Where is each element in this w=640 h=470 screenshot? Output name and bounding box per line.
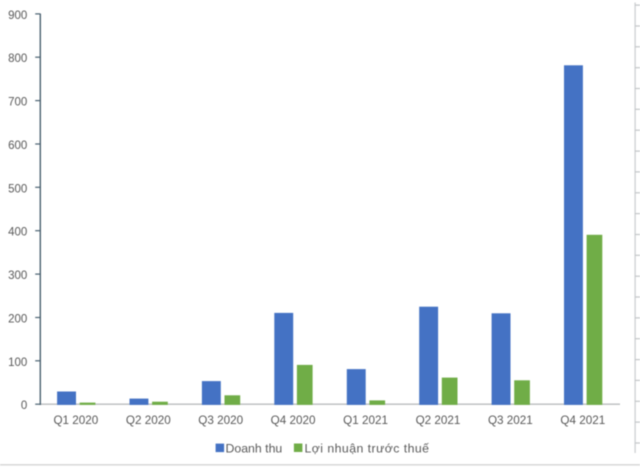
svg-text:800: 800 — [8, 53, 27, 65]
svg-text:Q3 2020: Q3 2020 — [198, 414, 243, 427]
svg-text:Q2 2020: Q2 2020 — [126, 414, 171, 427]
svg-text:300: 300 — [8, 270, 27, 282]
svg-text:900: 900 — [8, 10, 27, 22]
svg-text:Q2 2021: Q2 2021 — [416, 414, 461, 427]
svg-text:500: 500 — [8, 183, 27, 195]
svg-text:200: 200 — [8, 314, 27, 326]
svg-text:Q3 2021: Q3 2021 — [488, 414, 533, 427]
svg-text:400: 400 — [8, 227, 27, 239]
svg-text:0: 0 — [21, 400, 27, 412]
svg-text:Q1 2020: Q1 2020 — [53, 414, 98, 427]
svg-text:Q1 2021: Q1 2021 — [343, 414, 388, 427]
svg-text:Q4 2021: Q4 2021 — [560, 414, 605, 427]
svg-text:Lợi nhuận trước thuế: Lợi nhuận trước thuế — [305, 441, 430, 455]
svg-text:Q4 2020: Q4 2020 — [271, 414, 316, 427]
svg-text:100: 100 — [8, 357, 27, 369]
svg-text:Doanh thu: Doanh thu — [226, 441, 283, 455]
svg-text:600: 600 — [8, 140, 27, 152]
svg-text:700: 700 — [8, 97, 27, 109]
